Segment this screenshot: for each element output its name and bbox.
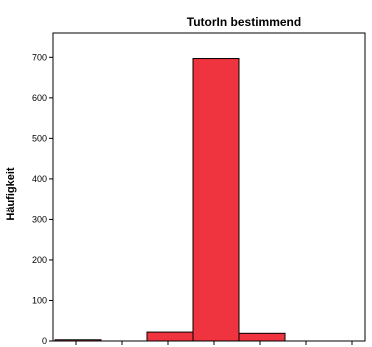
y-tick-label-3: 300 <box>32 214 47 224</box>
y-tick-label-6: 600 <box>32 93 47 103</box>
bar-2 <box>146 331 194 342</box>
y-tick-label-0: 0 <box>42 336 47 346</box>
bar-0 <box>54 339 102 342</box>
y-tick-label-7: 700 <box>32 52 47 62</box>
y-tick-label-1: 100 <box>32 295 47 305</box>
chart-title: TutorIn bestimmend <box>187 15 301 29</box>
y-tick-label-5: 500 <box>32 133 47 143</box>
bars-group <box>54 58 286 342</box>
y-tick-label-2: 200 <box>32 255 47 265</box>
y-axis-ticks: 0 100 200 300 400 500 600 700 <box>32 52 53 346</box>
bar-3 <box>192 58 240 342</box>
bar-4 <box>238 332 286 342</box>
x-axis-ticks <box>75 341 353 345</box>
y-tick-label-4: 400 <box>32 174 47 184</box>
y-axis-label: Häufigkeit <box>5 167 17 221</box>
